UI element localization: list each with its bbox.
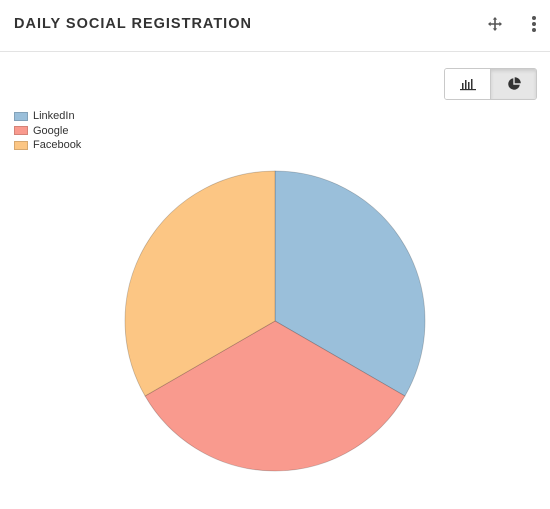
pie-chart-button[interactable] [490,69,536,99]
move-icon[interactable] [485,14,505,34]
widget-header: DAILY SOCIAL REGISTRATION [0,0,550,52]
bar-chart-icon [459,79,476,91]
legend-item-linkedin: LinkedIn [14,109,81,124]
pie-slice-linkedin[interactable] [274,170,426,397]
pie-slice-facebook[interactable] [124,170,276,397]
legend-label: LinkedIn [33,110,75,123]
chart-type-toggle [444,68,537,100]
pie-chart-icon [507,77,521,90]
pie-slice-google[interactable] [144,320,406,472]
chart-legend: LinkedIn Google Facebook [14,109,81,153]
more-options-icon[interactable] [524,14,544,34]
legend-swatch [14,111,28,121]
legend-item-facebook: Facebook [14,138,81,153]
widget-title: DAILY SOCIAL REGISTRATION [14,16,252,32]
bar-chart-button[interactable] [445,69,490,99]
legend-label: Facebook [33,139,82,152]
legend-swatch [14,140,28,150]
legend-swatch [14,126,28,136]
legend-item-google: Google [14,124,81,139]
legend-label: Google [33,124,69,137]
